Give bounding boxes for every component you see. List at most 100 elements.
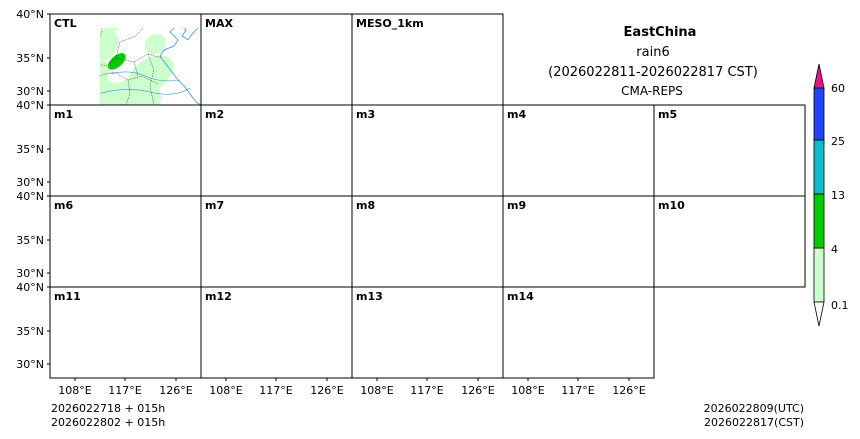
colorbar-level-label: 25 <box>831 135 845 148</box>
axis-ticks: 40°N35°N30°N40°N35°N30°N40°N35°N30°N40°N… <box>16 8 646 397</box>
rivers <box>100 71 191 95</box>
panel-frame <box>653 195 806 288</box>
lon-tick-label: 117°E <box>561 384 594 397</box>
panel-label: m9 <box>507 199 526 212</box>
panel-m14: m14 <box>502 286 655 379</box>
lon-tick-label: 126°E <box>461 384 494 397</box>
panel-m5: m5 <box>653 104 806 197</box>
panel-label: m8 <box>356 199 375 212</box>
period-title: (2026022811-2026022817 CST) <box>548 65 758 80</box>
panel-background <box>201 196 352 287</box>
panel-background <box>503 105 654 196</box>
lat-tick-label: 30°N <box>16 358 44 371</box>
panel-background <box>352 196 503 287</box>
lat-tick-label: 30°N <box>16 85 44 98</box>
panel-background <box>201 105 352 196</box>
lat-tick-label: 35°N <box>16 143 44 156</box>
colorbar-upper-extend <box>813 63 825 89</box>
lat-tick-label: 40°N <box>16 190 44 203</box>
lat-tick-label: 40°N <box>16 99 44 112</box>
panel-background <box>503 287 654 378</box>
colorbar-segment <box>813 247 825 303</box>
lat-tick-label: 40°N <box>16 281 44 294</box>
panel-label: m3 <box>356 108 375 121</box>
panel-label: m12 <box>205 290 232 303</box>
colorbar-segment <box>813 193 825 249</box>
coastline <box>159 28 202 106</box>
panel-background <box>352 287 503 378</box>
colorbar-level-label: 13 <box>831 189 845 202</box>
panel-label: m14 <box>507 290 534 303</box>
lon-tick-label: 117°E <box>410 384 443 397</box>
colorbar-segment <box>813 139 825 195</box>
lat-tick-label: 35°N <box>16 52 44 65</box>
panel-background <box>50 105 201 196</box>
region-title: EastChina <box>624 25 697 40</box>
panel-m13: m13 <box>351 286 504 379</box>
panel-m4: m4 <box>502 104 655 197</box>
panel-m3: m3 <box>351 104 504 197</box>
lat-tick-label: 35°N <box>16 325 44 338</box>
panel-background <box>352 105 503 196</box>
panel-background <box>50 287 201 378</box>
lat-tick-label: 30°N <box>16 267 44 280</box>
panel-label: CTL <box>54 17 77 30</box>
panel-background <box>50 196 201 287</box>
panel-label: m5 <box>658 108 677 121</box>
panel-m9: m9 <box>502 195 655 288</box>
lon-tick-label: 117°E <box>108 384 141 397</box>
panel-background <box>654 105 805 196</box>
panel-max: MAX <box>200 13 353 106</box>
colorbar-level-label: 60 <box>831 82 845 95</box>
panel-label: m11 <box>54 290 81 303</box>
panel-label: MAX <box>205 17 233 30</box>
panel-m1: m1 <box>49 104 202 217</box>
panel-meso-1km: MESO_1km <box>351 13 504 106</box>
lat-tick-label: 40°N <box>16 8 44 21</box>
colorbar-lower-extend <box>813 301 825 327</box>
panel-label: MESO_1km <box>356 17 424 30</box>
panel-background <box>503 196 654 287</box>
colorbar-segment <box>813 87 825 141</box>
panel-m10: m10 <box>653 195 806 288</box>
panel-background <box>352 14 503 105</box>
panel-label: m10 <box>658 199 685 212</box>
panel-m2: m2 <box>200 104 353 197</box>
panel-m12: m12 <box>200 286 353 379</box>
colorbar-level-label: 0.1 <box>831 299 849 312</box>
lon-tick-label: 108°E <box>360 384 393 397</box>
init-time-line2: 2026022802 + 015h <box>51 416 165 429</box>
panel-label: m6 <box>54 199 73 212</box>
lat-tick-label: 30°N <box>16 176 44 189</box>
panel-m7: m7 <box>200 195 353 288</box>
lon-tick-label: 126°E <box>159 384 192 397</box>
valid-time-utc: 2026022809(UTC) <box>704 402 804 415</box>
panel-grid: CTL MAX MESO_1km m1 m2 m3 m4 m5 m6 m7 m8 m9 m10 m11 m1… <box>49 13 806 379</box>
rain-moderate-field <box>107 53 126 70</box>
panel-label: m7 <box>205 199 224 212</box>
province-boundaries <box>100 28 163 106</box>
lon-tick-label: 108°E <box>511 384 544 397</box>
panel-label: m13 <box>356 290 383 303</box>
lon-tick-label: 108°E <box>209 384 242 397</box>
panel-label: m4 <box>507 108 526 121</box>
variable-title: rain6 <box>636 45 669 60</box>
source-label: CMA-REPS <box>621 84 683 98</box>
panel-background <box>201 287 352 378</box>
lat-tick-label: 35°N <box>16 234 44 247</box>
lon-tick-label: 126°E <box>310 384 343 397</box>
panel-m8: m8 <box>351 195 504 288</box>
panel-label: m1 <box>54 108 73 121</box>
init-time-line1: 2026022718 + 015h <box>51 402 165 415</box>
lon-tick-label: 108°E <box>58 384 91 397</box>
panel-background <box>201 14 352 105</box>
panel-ctl: CTL <box>49 13 202 119</box>
lon-tick-label: 117°E <box>259 384 292 397</box>
panel-background <box>654 196 805 287</box>
colorbar-level-label: 4 <box>831 243 838 256</box>
valid-time-cst: 2026022817(CST) <box>704 416 804 429</box>
panel-label: m2 <box>205 108 224 121</box>
lon-tick-label: 126°E <box>612 384 645 397</box>
colorbar: 0.1 4 13 25 60 <box>813 63 849 327</box>
